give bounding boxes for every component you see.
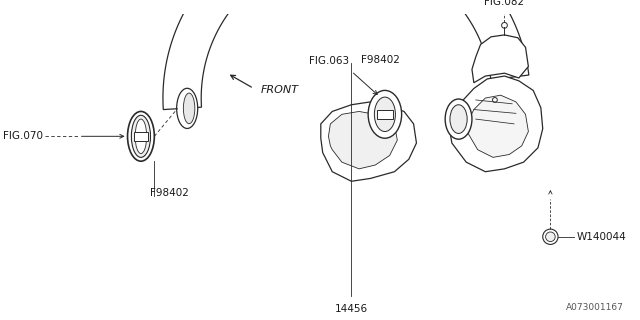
Polygon shape xyxy=(328,111,397,169)
Ellipse shape xyxy=(368,90,402,138)
Polygon shape xyxy=(321,102,417,181)
Ellipse shape xyxy=(131,115,150,157)
Text: F98402: F98402 xyxy=(150,188,189,197)
Ellipse shape xyxy=(374,97,396,132)
Ellipse shape xyxy=(135,119,147,154)
Ellipse shape xyxy=(177,88,198,128)
Ellipse shape xyxy=(450,105,467,133)
Polygon shape xyxy=(468,95,529,157)
Polygon shape xyxy=(450,76,543,172)
Text: A073001167: A073001167 xyxy=(566,303,624,312)
Text: FIG.063: FIG.063 xyxy=(309,56,349,67)
Bar xyxy=(377,109,392,119)
Circle shape xyxy=(543,229,558,244)
Text: FIG.082: FIG.082 xyxy=(484,0,525,7)
Ellipse shape xyxy=(445,99,472,139)
Bar xyxy=(134,132,148,141)
Text: FIG.070: FIG.070 xyxy=(3,131,44,141)
Polygon shape xyxy=(472,35,529,83)
Text: FRONT: FRONT xyxy=(260,85,298,95)
Text: F98402: F98402 xyxy=(361,55,399,65)
Circle shape xyxy=(546,232,555,242)
Text: 14456: 14456 xyxy=(335,304,368,314)
Ellipse shape xyxy=(127,111,154,161)
Text: W140044: W140044 xyxy=(576,232,626,242)
Circle shape xyxy=(493,98,497,102)
Circle shape xyxy=(502,22,508,28)
Polygon shape xyxy=(163,0,529,109)
Ellipse shape xyxy=(183,93,195,124)
